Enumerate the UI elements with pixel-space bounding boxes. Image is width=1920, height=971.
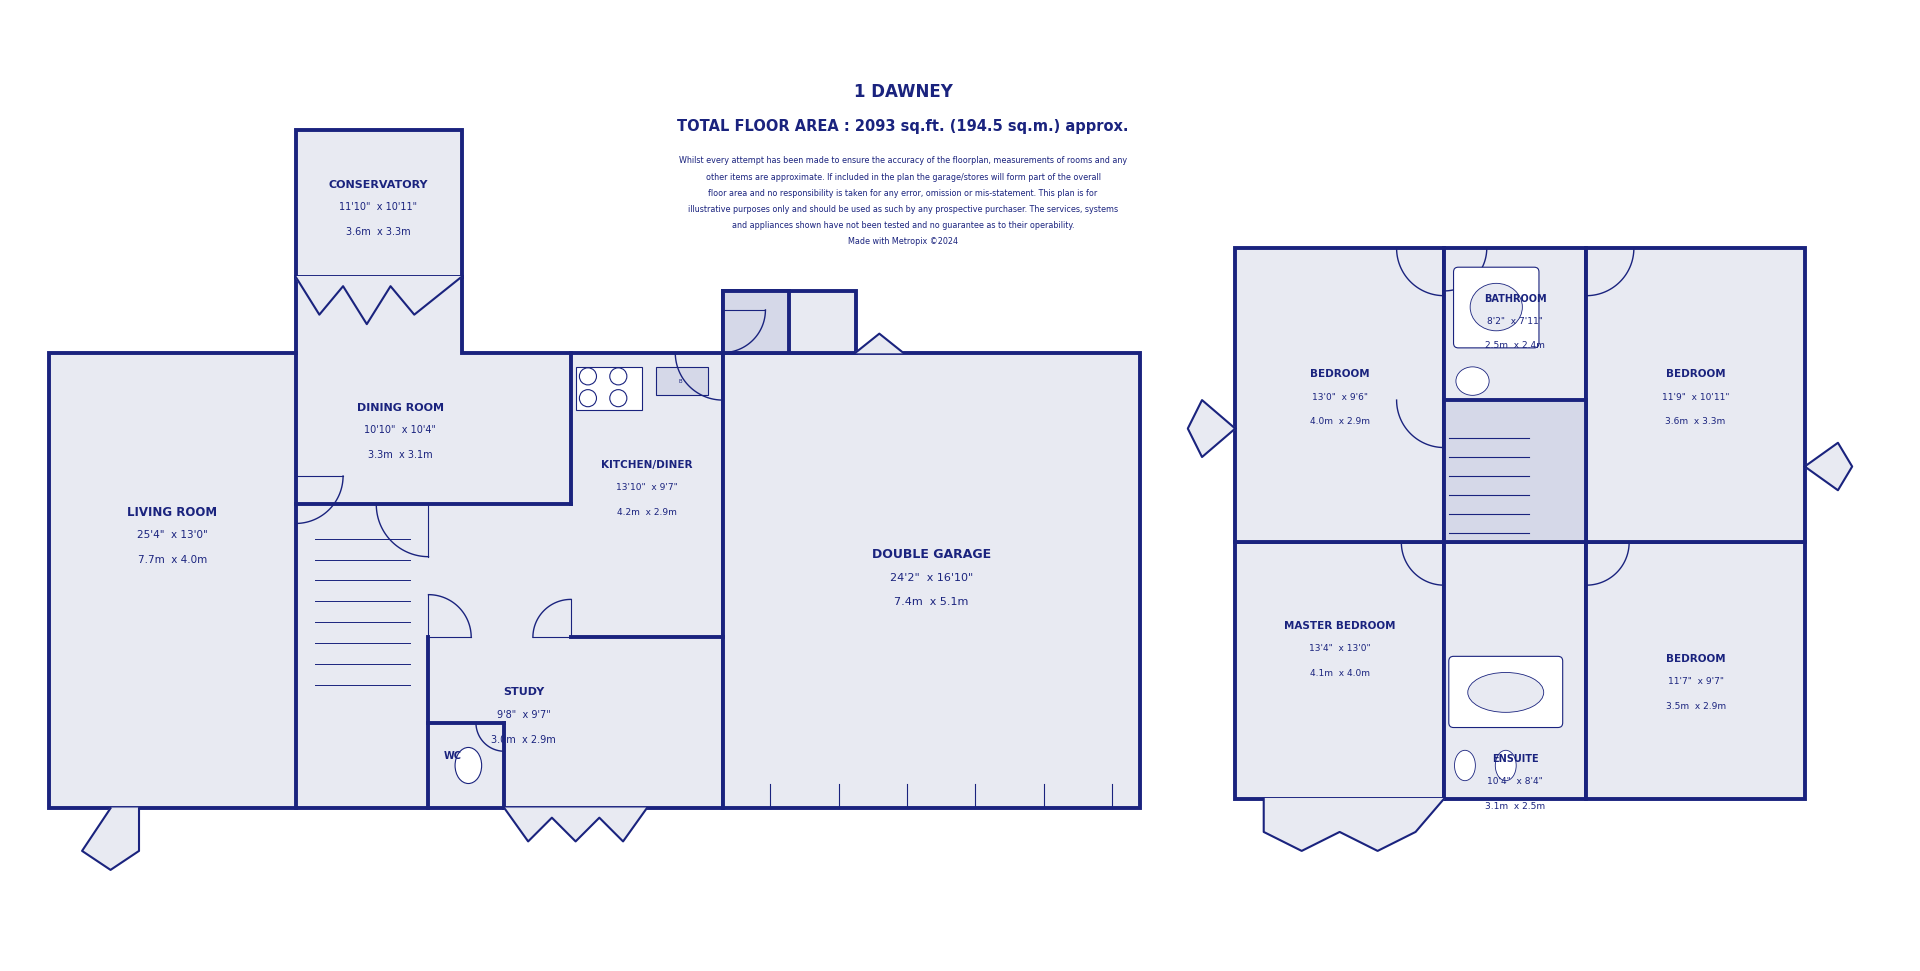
Bar bbox=[1444, 400, 1586, 543]
Text: and appliances shown have not been tested and no guarantee as to their operabili: and appliances shown have not been teste… bbox=[732, 221, 1075, 230]
Text: BEDROOM: BEDROOM bbox=[1667, 369, 1726, 380]
Bar bbox=[1235, 543, 1444, 799]
Ellipse shape bbox=[1496, 751, 1517, 781]
Ellipse shape bbox=[1467, 673, 1544, 713]
Text: 4.1m  x 4.0m: 4.1m x 4.0m bbox=[1309, 669, 1369, 678]
Text: 24'2"  x 16'10": 24'2" x 16'10" bbox=[889, 573, 973, 583]
Text: 25'4"  x 13'0": 25'4" x 13'0" bbox=[136, 530, 207, 540]
Text: 4.0m  x 2.9m: 4.0m x 2.9m bbox=[1309, 418, 1369, 426]
Text: 10'4"  x 8'4": 10'4" x 8'4" bbox=[1488, 777, 1544, 787]
Ellipse shape bbox=[1455, 751, 1475, 781]
Text: 3.6m  x 3.3m: 3.6m x 3.3m bbox=[346, 227, 411, 237]
Text: TOTAL FLOOR AREA : 2093 sq.ft. (194.5 sq.m.) approx.: TOTAL FLOOR AREA : 2093 sq.ft. (194.5 sq… bbox=[678, 119, 1129, 134]
Text: B: B bbox=[678, 379, 682, 384]
Text: 3.6m  x 3.3m: 3.6m x 3.3m bbox=[1665, 418, 1726, 426]
Text: 10'10"  x 10'4": 10'10" x 10'4" bbox=[365, 425, 436, 435]
Text: DINING ROOM: DINING ROOM bbox=[357, 403, 444, 413]
Text: 7.7m  x 4.0m: 7.7m x 4.0m bbox=[138, 554, 207, 564]
Bar bbox=[722, 291, 856, 352]
Bar bbox=[722, 291, 789, 352]
Ellipse shape bbox=[1471, 284, 1523, 331]
Text: 3.0m  x 2.9m: 3.0m x 2.9m bbox=[492, 735, 555, 745]
Bar bbox=[722, 352, 1140, 808]
Bar bbox=[1444, 249, 1586, 543]
Text: BEDROOM: BEDROOM bbox=[1667, 654, 1726, 664]
Bar bbox=[1444, 543, 1586, 799]
Text: ENSUITE: ENSUITE bbox=[1492, 753, 1538, 764]
Polygon shape bbox=[1805, 443, 1853, 490]
Bar bbox=[1586, 543, 1805, 799]
Polygon shape bbox=[296, 277, 461, 324]
Text: 7.4m  x 5.1m: 7.4m x 5.1m bbox=[895, 597, 970, 607]
Text: MASTER BEDROOM: MASTER BEDROOM bbox=[1284, 621, 1396, 631]
Text: 13'10"  x 9'7": 13'10" x 9'7" bbox=[616, 483, 678, 492]
FancyBboxPatch shape bbox=[1450, 656, 1563, 727]
Bar bbox=[1586, 249, 1805, 543]
Ellipse shape bbox=[1455, 367, 1490, 395]
Ellipse shape bbox=[455, 748, 482, 784]
Polygon shape bbox=[505, 808, 647, 842]
Text: LIVING ROOM: LIVING ROOM bbox=[127, 506, 217, 519]
Polygon shape bbox=[856, 334, 902, 352]
Text: 1 DAWNEY: 1 DAWNEY bbox=[854, 83, 952, 101]
Text: 3.1m  x 2.5m: 3.1m x 2.5m bbox=[1486, 802, 1546, 811]
Polygon shape bbox=[1188, 400, 1235, 457]
Text: Whilst every attempt has been made to ensure the accuracy of the floorplan, meas: Whilst every attempt has been made to en… bbox=[680, 156, 1127, 165]
Text: 13'4"  x 13'0": 13'4" x 13'0" bbox=[1309, 644, 1371, 653]
Text: 11'7"  x 9'7": 11'7" x 9'7" bbox=[1668, 678, 1724, 686]
Text: 11'10"  x 10'11": 11'10" x 10'11" bbox=[340, 202, 417, 213]
Text: BATHROOM: BATHROOM bbox=[1484, 293, 1546, 304]
Text: 4.2m  x 2.9m: 4.2m x 2.9m bbox=[616, 508, 676, 517]
Bar bbox=[657, 367, 708, 395]
Polygon shape bbox=[1263, 799, 1444, 851]
Text: 3.5m  x 2.9m: 3.5m x 2.9m bbox=[1665, 702, 1726, 711]
Text: 11'9"  x 10'11": 11'9" x 10'11" bbox=[1663, 392, 1730, 402]
Polygon shape bbox=[48, 277, 722, 808]
Text: BEDROOM: BEDROOM bbox=[1309, 369, 1369, 380]
Text: WC: WC bbox=[444, 751, 461, 761]
Text: illustrative purposes only and should be used as such by any prospective purchas: illustrative purposes only and should be… bbox=[687, 205, 1117, 214]
Text: 8'2"  x 7'11": 8'2" x 7'11" bbox=[1488, 317, 1544, 326]
Text: floor area and no responsibility is taken for any error, omission or mis-stateme: floor area and no responsibility is take… bbox=[708, 188, 1098, 198]
Text: DOUBLE GARAGE: DOUBLE GARAGE bbox=[872, 549, 991, 561]
Text: KITCHEN/DINER: KITCHEN/DINER bbox=[601, 459, 693, 470]
Text: other items are approximate. If included in the plan the garage/stores will form: other items are approximate. If included… bbox=[705, 173, 1100, 182]
Text: 9'8"  x 9'7": 9'8" x 9'7" bbox=[497, 710, 551, 720]
Bar bbox=[1235, 249, 1444, 543]
Text: 2.5m  x 2.4m: 2.5m x 2.4m bbox=[1486, 342, 1546, 351]
Polygon shape bbox=[83, 808, 138, 870]
Bar bbox=[576, 367, 641, 410]
Text: Made with Metropix ©2024: Made with Metropix ©2024 bbox=[849, 237, 958, 246]
Text: CONSERVATORY: CONSERVATORY bbox=[328, 180, 428, 189]
Bar bbox=[296, 129, 461, 277]
Text: STUDY: STUDY bbox=[503, 687, 543, 697]
Text: 13'0"  x 9'6": 13'0" x 9'6" bbox=[1311, 392, 1367, 402]
Text: 3.3m  x 3.1m: 3.3m x 3.1m bbox=[369, 451, 432, 460]
FancyBboxPatch shape bbox=[1453, 267, 1540, 348]
